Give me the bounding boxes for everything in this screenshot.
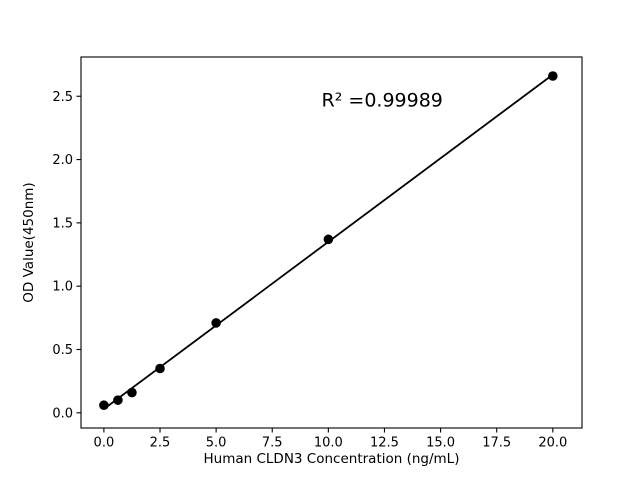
x-tick-label: 10.0: [314, 436, 343, 451]
plot-area: 0.0 2.5 5.0 7.5 10.0 12.5 15.0 17.5 20.0 0.0 0.5 1.…: [52, 56, 583, 451]
x-tick-label: 7.5: [262, 436, 283, 451]
data-point: [113, 395, 123, 405]
y-tick-label: 0.5: [52, 343, 73, 358]
y-tick-label: 1.0: [52, 280, 73, 295]
x-tick-label: 2.5: [150, 436, 171, 451]
x-tick-label: 0.0: [94, 436, 115, 451]
x-tick-label: 12.5: [370, 436, 399, 451]
data-point: [127, 387, 137, 398]
x-tick-label: 17.5: [482, 436, 511, 451]
y-tick-label: 2.0: [52, 153, 73, 168]
x-tick-label: 5.0: [206, 436, 227, 451]
data-point: [211, 318, 221, 328]
y-tick-label: 0.0: [52, 406, 73, 421]
data-point: [99, 400, 109, 411]
r-squared-annotation: R² =0.99989: [322, 89, 443, 111]
data-point: [323, 234, 334, 245]
y-axis-label: OD Value(450nm): [21, 182, 37, 302]
x-axis-label: Human CLDN3 Concentration (ng/mL): [204, 451, 460, 467]
y-tick-label: 2.5: [52, 90, 73, 105]
x-tick-label: 20.0: [538, 436, 567, 451]
data-point: [155, 363, 165, 374]
x-tick-label: 15.0: [426, 436, 455, 451]
data-point: [548, 71, 558, 81]
y-tick-label: 1.5: [52, 216, 73, 231]
axes-spines: [80, 56, 583, 429]
